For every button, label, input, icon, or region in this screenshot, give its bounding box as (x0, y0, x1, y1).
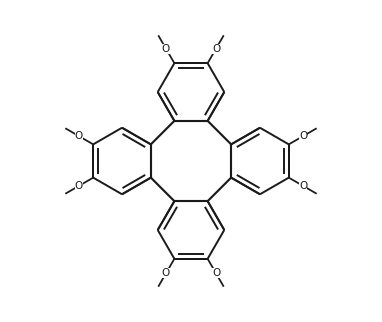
Text: O: O (212, 268, 220, 278)
Text: O: O (162, 44, 170, 54)
Text: O: O (162, 268, 170, 278)
Text: O: O (299, 181, 308, 191)
Text: O: O (212, 44, 220, 54)
Text: O: O (299, 131, 308, 141)
Text: O: O (74, 131, 83, 141)
Text: O: O (74, 181, 83, 191)
